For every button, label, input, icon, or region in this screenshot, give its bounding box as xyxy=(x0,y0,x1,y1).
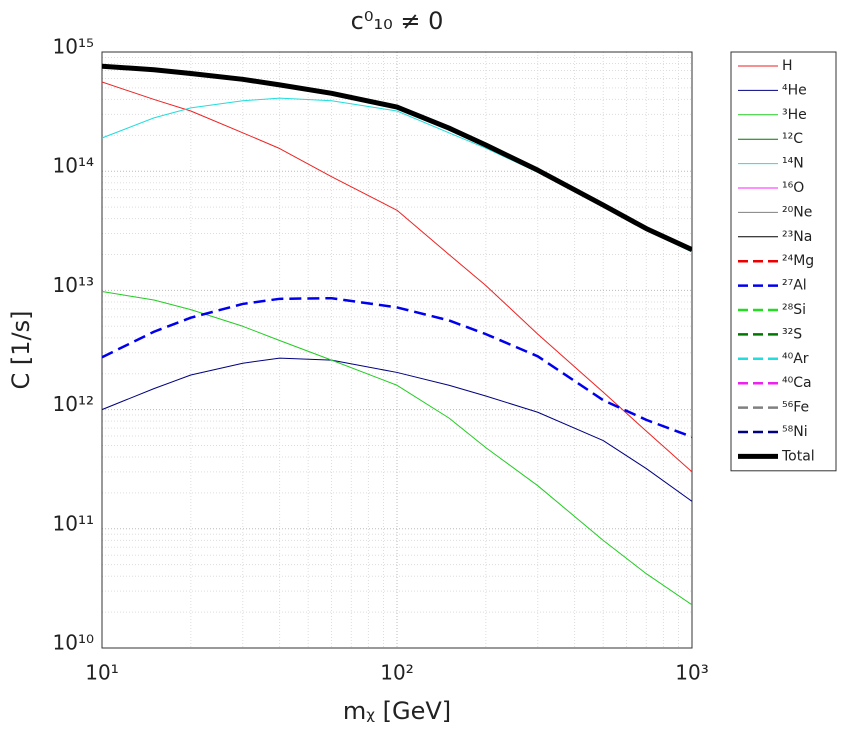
y-tick-label: 10¹⁵ xyxy=(53,35,94,59)
legend-label: ³He xyxy=(782,107,807,123)
legend-label: ⁵⁸Ni xyxy=(782,424,808,440)
x-tick-label: 10¹ xyxy=(85,661,118,685)
legend-label: ²⁰Ne xyxy=(782,204,812,220)
legend-label: ²⁸Si xyxy=(782,302,806,318)
legend-label: ⁴He xyxy=(782,82,807,98)
y-tick-label: 10¹¹ xyxy=(53,511,94,535)
legend-label: ⁴⁰Ar xyxy=(782,351,809,367)
y-tick-label: 10¹² xyxy=(53,392,94,416)
legend-label: ²⁷Al xyxy=(782,278,807,294)
series-line xyxy=(102,357,692,502)
x-tick-label: 10² xyxy=(380,661,413,685)
legend-label: ¹⁶O xyxy=(782,180,804,196)
legend-label: H xyxy=(782,58,793,74)
plot-frame xyxy=(101,51,693,649)
legend-label: ²³Na xyxy=(782,229,812,245)
y-tick-label: 10¹⁴ xyxy=(53,154,94,178)
legend-label: Total xyxy=(781,448,815,464)
x-axis-label: mᵪ [GeV] xyxy=(343,697,451,725)
legend-label: ¹⁴N xyxy=(782,156,804,172)
legend-box xyxy=(730,51,837,472)
chart-title: c⁰₁₀ ≠ 0 xyxy=(351,7,444,35)
y-tick-label: 10¹³ xyxy=(53,273,94,297)
legend-label: ⁵⁶Fe xyxy=(782,400,809,416)
legend-label: ⁴⁰Ca xyxy=(782,375,812,391)
legend-label: ¹²C xyxy=(782,131,803,147)
series-line xyxy=(102,290,692,606)
legend-label: ²⁴Mg xyxy=(782,253,814,269)
y-axis-label: C [1/s] xyxy=(7,311,35,390)
legend-label: ³²S xyxy=(782,326,802,342)
series-line xyxy=(102,81,692,473)
series-line xyxy=(102,296,692,439)
y-tick-label: 10¹⁰ xyxy=(53,631,94,655)
series-line xyxy=(102,63,692,252)
x-tick-label: 10³ xyxy=(675,661,708,685)
